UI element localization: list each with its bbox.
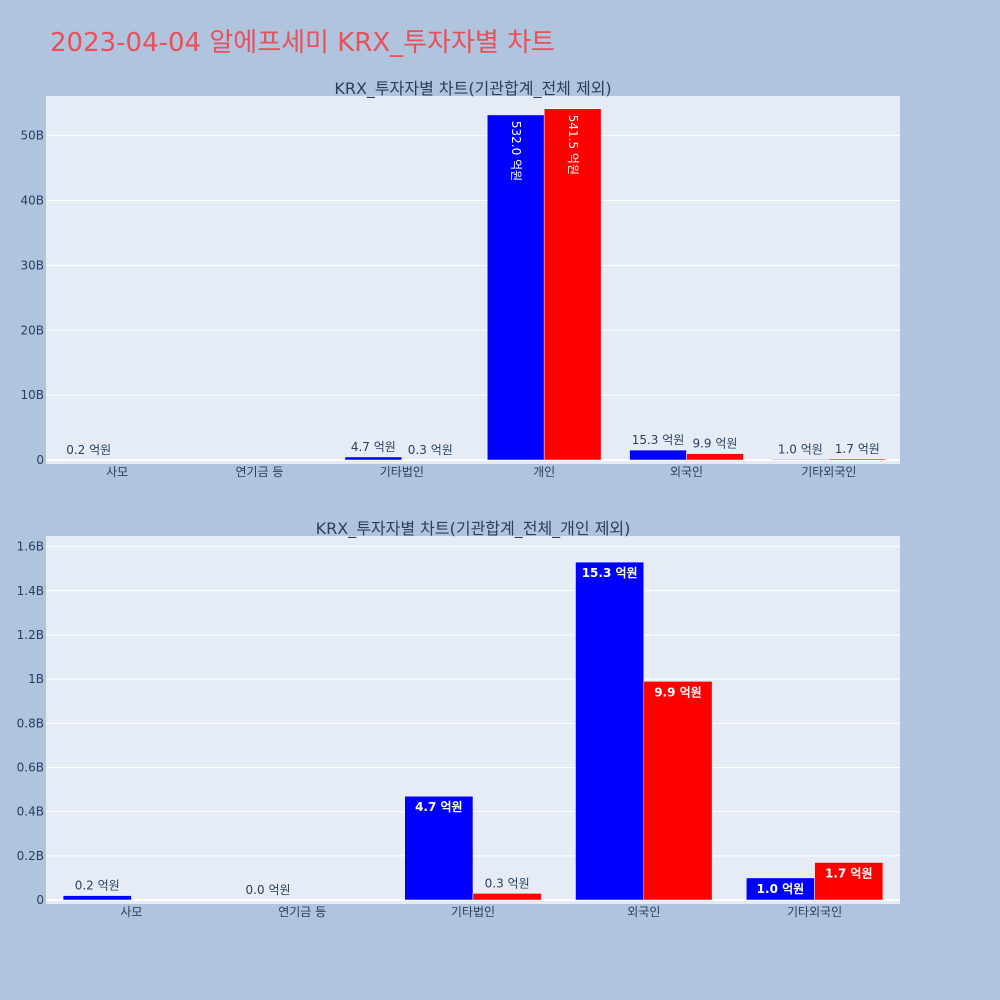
- data-label: 15.3 억원: [582, 566, 638, 580]
- bar: [404, 795, 474, 901]
- y-tick-label: 1.2B: [17, 628, 44, 642]
- y-tick-label: 0.2B: [17, 849, 44, 863]
- bar: [62, 895, 132, 901]
- data-label: 4.7 억원: [415, 800, 463, 814]
- y-tick-label: 0.8B: [17, 716, 44, 730]
- data-label: 532.0 억원: [509, 121, 523, 181]
- data-label: 9.9 억원: [692, 437, 737, 451]
- y-tick-label: 1.6B: [17, 540, 44, 554]
- bar: [575, 561, 645, 901]
- bar: [543, 108, 602, 461]
- y-tick-label: 1B: [28, 672, 44, 686]
- x-tick-label: 연기금 등: [278, 905, 326, 919]
- y-tick-label: 1.4B: [17, 584, 44, 598]
- x-tick-label: 연기금 등: [236, 465, 284, 479]
- data-label: 0.2 억원: [66, 443, 111, 457]
- x-tick-label: 개인: [533, 465, 555, 479]
- data-label: 9.9 억원: [654, 685, 702, 699]
- data-label: 0.3 억원: [485, 876, 530, 890]
- bar: [814, 862, 884, 901]
- x-tick-label: 기타법인: [451, 905, 495, 919]
- x-tick-label: 기타외국인: [801, 465, 856, 479]
- y-tick-label: 50B: [20, 129, 44, 143]
- bar: [344, 456, 403, 461]
- bar: [233, 899, 303, 901]
- data-label: 1.0 억원: [778, 442, 823, 456]
- x-tick-label: 기타외국인: [787, 905, 842, 919]
- y-tick-label: 0.4B: [17, 805, 44, 819]
- data-label: 15.3 억원: [632, 433, 685, 447]
- data-label: 0.2 억원: [75, 879, 120, 893]
- y-tick-label: 0.6B: [17, 760, 44, 774]
- data-label: 0.0 억원: [246, 883, 291, 897]
- bar: [686, 453, 744, 461]
- bar: [629, 449, 687, 461]
- y-tick-label: 40B: [20, 194, 44, 208]
- data-label: 541.5 억원: [566, 115, 580, 175]
- data-label: 1.7 억원: [825, 866, 873, 880]
- x-tick-label: 사모: [106, 465, 128, 479]
- page-title: 2023-04-04 알에프세미 KRX_투자자별 차트: [50, 28, 555, 58]
- bar: [401, 459, 460, 461]
- y-tick-label: 30B: [20, 258, 44, 272]
- y-tick-label: 20B: [20, 323, 44, 337]
- y-tick-label: 0: [36, 453, 44, 467]
- data-label: 0.3 억원: [408, 443, 453, 457]
- y-tick-label: 0: [36, 893, 44, 907]
- bar: [472, 893, 542, 901]
- bar: [771, 459, 830, 461]
- chart-title: KRX_투자자별 차트(기관합계_전체 제외): [334, 79, 611, 99]
- x-tick-label: 기타법인: [380, 465, 424, 479]
- data-label: 1.0 억원: [757, 882, 805, 896]
- bar: [59, 459, 118, 461]
- data-label: 4.7 억원: [351, 440, 396, 454]
- x-tick-label: 외국인: [670, 465, 703, 479]
- y-tick-label: 10B: [20, 388, 44, 402]
- plot-background: [46, 96, 900, 464]
- chart-title: KRX_투자자별 차트(기관합계_전체_개인 제외): [316, 519, 631, 539]
- x-tick-label: 사모: [120, 905, 142, 919]
- x-tick-label: 외국인: [627, 905, 660, 919]
- bar: [828, 458, 887, 461]
- bar: [643, 681, 713, 901]
- data-label: 1.7 억원: [835, 442, 880, 456]
